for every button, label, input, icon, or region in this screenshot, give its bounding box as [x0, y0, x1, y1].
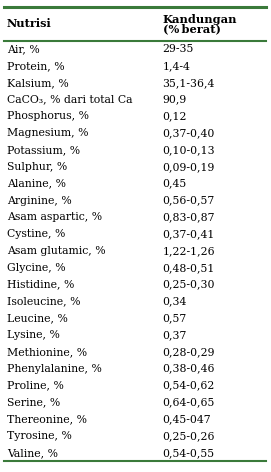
Text: (% berat): (% berat) — [163, 23, 221, 34]
Text: 0,54-0,62: 0,54-0,62 — [163, 380, 215, 390]
Text: 0,57: 0,57 — [163, 313, 187, 323]
Text: Phenylalanine, %: Phenylalanine, % — [7, 364, 102, 374]
Text: 0,54-0,55: 0,54-0,55 — [163, 448, 215, 458]
Text: Potassium, %: Potassium, % — [7, 145, 80, 155]
Text: Valine, %: Valine, % — [7, 448, 58, 458]
Text: 0,37-0,40: 0,37-0,40 — [163, 128, 215, 138]
Text: Kalsium, %: Kalsium, % — [7, 78, 69, 88]
Text: Histidine, %: Histidine, % — [7, 279, 74, 290]
Text: Alanine, %: Alanine, % — [7, 179, 66, 189]
Text: 1,4-4: 1,4-4 — [163, 61, 191, 71]
Text: 0,48-0,51: 0,48-0,51 — [163, 263, 215, 273]
Text: Protein, %: Protein, % — [7, 61, 64, 71]
Text: Air, %: Air, % — [7, 44, 40, 54]
Text: Nutrisi: Nutrisi — [7, 18, 51, 29]
Text: 0,12: 0,12 — [163, 111, 187, 121]
Text: 0,64-0,65: 0,64-0,65 — [163, 397, 215, 407]
Text: 0,25-0,30: 0,25-0,30 — [163, 279, 215, 290]
Text: 0,83-0,87: 0,83-0,87 — [163, 212, 215, 222]
Text: 0,45-047: 0,45-047 — [163, 414, 211, 424]
Text: 90,9: 90,9 — [163, 94, 187, 105]
Text: 0,28-0,29: 0,28-0,29 — [163, 347, 215, 357]
Text: Asam glutamic, %: Asam glutamic, % — [7, 246, 105, 256]
Text: Sulphur, %: Sulphur, % — [7, 162, 67, 172]
Text: Thereonine, %: Thereonine, % — [7, 414, 87, 424]
Text: Leucine, %: Leucine, % — [7, 313, 68, 323]
Text: 0,37-0,41: 0,37-0,41 — [163, 229, 215, 239]
Text: 29-35: 29-35 — [163, 44, 194, 54]
Text: 0,09-0,19: 0,09-0,19 — [163, 162, 215, 172]
Text: 0,37: 0,37 — [163, 330, 187, 340]
Text: Tyrosine, %: Tyrosine, % — [7, 431, 72, 441]
Text: 0,34: 0,34 — [163, 296, 187, 306]
Text: Phosphorus, %: Phosphorus, % — [7, 111, 89, 121]
Text: Lysine, %: Lysine, % — [7, 330, 60, 340]
Text: 0,10-0,13: 0,10-0,13 — [163, 145, 215, 155]
Text: 0,45: 0,45 — [163, 179, 187, 189]
Text: 0,25-0,26: 0,25-0,26 — [163, 431, 215, 441]
Text: Proline, %: Proline, % — [7, 380, 64, 390]
Text: Methionine, %: Methionine, % — [7, 347, 87, 357]
Text: 1,22-1,26: 1,22-1,26 — [163, 246, 215, 256]
Text: Isoleucine, %: Isoleucine, % — [7, 296, 80, 306]
Text: CaCO₃, % dari total Ca: CaCO₃, % dari total Ca — [7, 94, 132, 105]
Text: Glycine, %: Glycine, % — [7, 263, 65, 273]
Text: 0,56-0,57: 0,56-0,57 — [163, 195, 215, 205]
Text: Arginine, %: Arginine, % — [7, 195, 72, 205]
Text: 35,1-36,4: 35,1-36,4 — [163, 78, 215, 88]
Text: 0,38-0,46: 0,38-0,46 — [163, 364, 215, 374]
Text: Cystine, %: Cystine, % — [7, 229, 65, 239]
Text: Magnesium, %: Magnesium, % — [7, 128, 88, 138]
Text: Serine, %: Serine, % — [7, 397, 60, 407]
Text: Asam aspartic, %: Asam aspartic, % — [7, 212, 102, 222]
Text: Kandungan: Kandungan — [163, 14, 237, 25]
